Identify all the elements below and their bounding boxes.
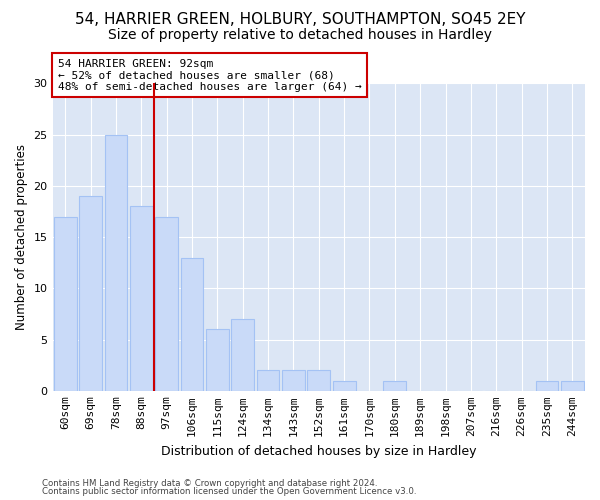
- Bar: [383, 380, 406, 391]
- Bar: [181, 258, 203, 391]
- Bar: [282, 370, 305, 391]
- Text: 54 HARRIER GREEN: 92sqm
← 52% of detached houses are smaller (68)
48% of semi-de: 54 HARRIER GREEN: 92sqm ← 52% of detache…: [58, 58, 362, 92]
- Bar: [104, 134, 127, 391]
- Y-axis label: Number of detached properties: Number of detached properties: [15, 144, 28, 330]
- Text: 54, HARRIER GREEN, HOLBURY, SOUTHAMPTON, SO45 2EY: 54, HARRIER GREEN, HOLBURY, SOUTHAMPTON,…: [75, 12, 525, 28]
- X-axis label: Distribution of detached houses by size in Hardley: Distribution of detached houses by size …: [161, 444, 476, 458]
- Text: Size of property relative to detached houses in Hardley: Size of property relative to detached ho…: [108, 28, 492, 42]
- Bar: [130, 206, 152, 391]
- Text: Contains HM Land Registry data © Crown copyright and database right 2024.: Contains HM Land Registry data © Crown c…: [42, 478, 377, 488]
- Bar: [307, 370, 330, 391]
- Bar: [536, 380, 559, 391]
- Bar: [54, 216, 77, 391]
- Bar: [333, 380, 356, 391]
- Bar: [79, 196, 102, 391]
- Bar: [155, 216, 178, 391]
- Bar: [257, 370, 280, 391]
- Bar: [206, 330, 229, 391]
- Bar: [231, 319, 254, 391]
- Bar: [561, 380, 584, 391]
- Text: Contains public sector information licensed under the Open Government Licence v3: Contains public sector information licen…: [42, 488, 416, 496]
